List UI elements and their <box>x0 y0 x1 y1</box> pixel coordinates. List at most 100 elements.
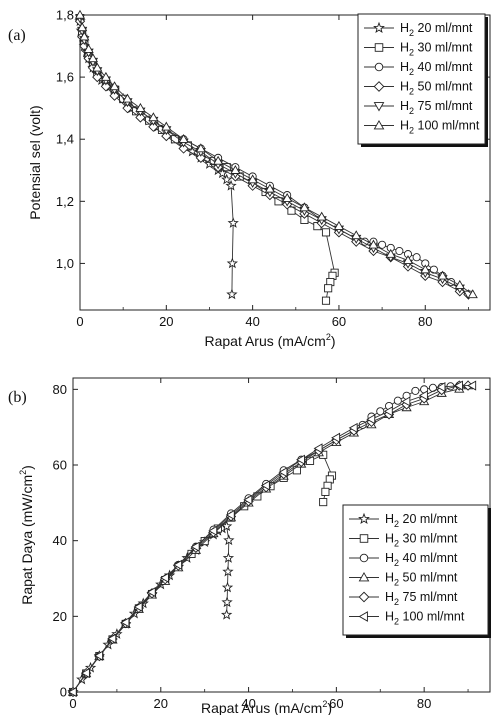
x-tick-label: 20 <box>159 314 173 329</box>
data-point <box>383 406 393 417</box>
data-point <box>454 380 463 391</box>
series-line <box>79 18 336 301</box>
legend-label: H2 20 ml/mnt <box>400 21 473 38</box>
data-point <box>351 230 362 240</box>
data-point <box>296 454 305 465</box>
data-point <box>173 559 183 570</box>
legend-marker <box>359 534 369 543</box>
data-point <box>316 211 327 221</box>
data-point <box>282 192 293 202</box>
data-point <box>321 228 331 237</box>
y-tick-label: 80 <box>53 382 67 397</box>
x-tick-label: 60 <box>329 696 343 711</box>
data-point <box>161 121 172 131</box>
data-point <box>109 90 120 101</box>
legend-marker <box>374 62 384 72</box>
data-point <box>226 257 239 269</box>
legend-label: H2 50 ml/mnt <box>400 80 473 97</box>
data-point <box>243 494 253 505</box>
chart-panel-b: (b) 0 20 40 60 80 0 20 40 60 80 Rapat Arus (mA/cm2)… <box>8 377 491 715</box>
data-point <box>178 133 189 143</box>
legend-marker <box>373 120 385 130</box>
data-point <box>190 541 200 552</box>
y-tick-label: 1,2 <box>56 194 74 209</box>
data-point <box>418 390 428 401</box>
data-point <box>313 443 323 454</box>
plot-area <box>79 14 491 311</box>
data-point <box>135 102 146 112</box>
x-tick-label: 20 <box>154 696 168 711</box>
data-point <box>208 525 218 536</box>
legend-label: H2 75 ml/mnt <box>385 590 458 607</box>
data-point <box>148 112 159 122</box>
data-point <box>321 296 331 305</box>
data-point <box>109 81 120 91</box>
data-point <box>225 509 235 521</box>
series-0 <box>67 520 235 697</box>
data-point <box>324 284 333 293</box>
chart-panel-a: (a) 0 20 40 60 80 1,0 1,2 1,4 1,6 1,8 Rapat Arus (m… <box>8 8 491 349</box>
data-point <box>230 165 241 174</box>
data-point <box>79 31 90 41</box>
panel-label: (b) <box>8 389 27 406</box>
data-point <box>299 202 310 212</box>
data-point <box>401 396 411 407</box>
data-point <box>94 650 104 661</box>
data-point <box>67 686 77 698</box>
data-point <box>148 121 159 132</box>
y-tick-label: 40 <box>53 533 67 548</box>
data-point <box>122 93 133 103</box>
data-point <box>195 152 206 163</box>
data-point <box>378 240 387 249</box>
series-5 <box>74 9 478 299</box>
data-point <box>221 596 233 608</box>
legend-marker <box>358 512 370 525</box>
data-point <box>278 467 288 478</box>
data-point <box>467 289 478 299</box>
legend-label: H2 50 ml/mnt <box>385 571 458 588</box>
data-point <box>393 396 402 405</box>
y-axis-title: Potensial sel (volt) <box>27 105 43 219</box>
legend-label: H2 100 ml/mnt <box>400 119 480 136</box>
y-tick-label: 1,0 <box>56 256 74 271</box>
y-axis-title: Rapat Daya (mW/cm2) <box>18 465 35 605</box>
data-point <box>135 112 146 123</box>
data-point <box>92 62 103 72</box>
data-point <box>146 587 156 598</box>
data-point <box>221 581 234 593</box>
y-tick-label: 60 <box>53 458 67 473</box>
x-tick-label: 40 <box>241 696 255 711</box>
data-point <box>222 552 235 563</box>
series-line <box>72 525 230 693</box>
data-point <box>319 498 328 507</box>
data-point <box>366 414 376 425</box>
data-point <box>225 179 237 191</box>
legend-label: H2 40 ml/mnt <box>385 551 458 568</box>
data-point <box>133 601 143 612</box>
legend-label: H2 30 ml/mnt <box>385 532 458 549</box>
series-1 <box>75 14 339 305</box>
data-point <box>437 270 448 280</box>
data-point <box>122 103 133 114</box>
x-tick-label: 80 <box>418 314 432 329</box>
y-tick-label: 1,4 <box>56 132 74 147</box>
data-point <box>159 572 169 583</box>
data-point <box>92 71 103 83</box>
legend-marker <box>373 21 385 34</box>
data-point <box>429 265 438 274</box>
data-point <box>411 386 420 395</box>
legend-marker <box>374 43 384 52</box>
data-point <box>412 253 421 262</box>
data-point <box>80 667 90 679</box>
data-point <box>195 143 206 153</box>
x-tick-label: 40 <box>245 314 259 329</box>
data-point <box>331 432 341 443</box>
data-point <box>74 9 86 19</box>
data-point <box>226 288 238 300</box>
data-point <box>348 422 358 434</box>
series-1 <box>68 450 337 697</box>
legend-marker <box>358 572 370 582</box>
panel-label: (a) <box>8 27 26 44</box>
legend-label: H2 100 ml/mnt <box>385 610 465 627</box>
